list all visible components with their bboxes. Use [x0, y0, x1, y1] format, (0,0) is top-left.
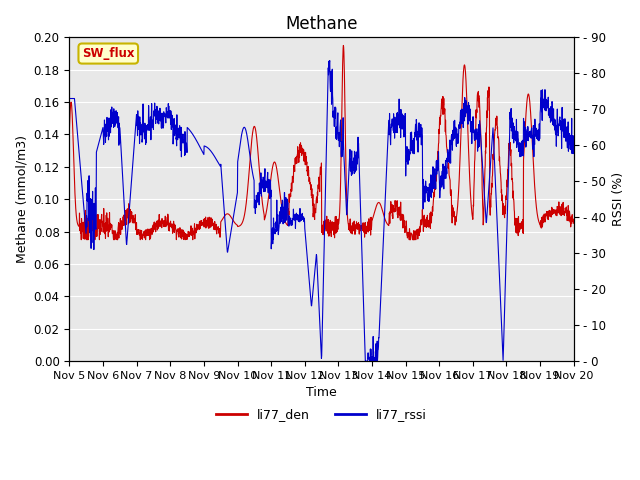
Text: SW_flux: SW_flux: [82, 47, 134, 60]
Y-axis label: RSSI (%): RSSI (%): [612, 172, 625, 226]
Legend: li77_den, li77_rssi: li77_den, li77_rssi: [211, 403, 432, 426]
X-axis label: Time: Time: [306, 386, 337, 399]
Y-axis label: Methane (mmol/m3): Methane (mmol/m3): [15, 135, 28, 263]
Title: Methane: Methane: [285, 15, 358, 33]
